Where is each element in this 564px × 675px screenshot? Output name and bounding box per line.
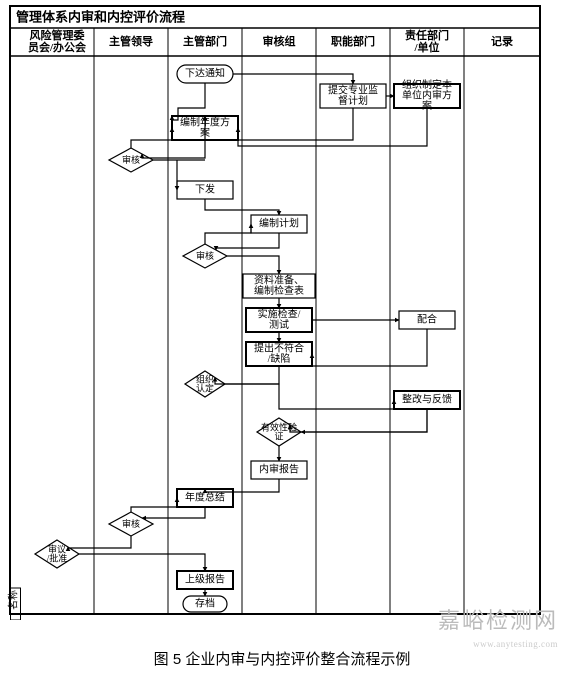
figure-caption: 图 5 企业内审与内控评价整合流程示例 <box>0 648 564 669</box>
node-n_up: 上级报告 <box>177 571 233 589</box>
edge <box>233 74 353 84</box>
edge <box>172 83 205 120</box>
node-n_start: 下达通知 <box>177 65 233 83</box>
node-d_appr: 审议/批准 <box>35 540 79 568</box>
svg-text:提交专业监: 提交专业监 <box>328 83 378 96</box>
svg-text:下达通知: 下达通知 <box>185 67 225 80</box>
node-d_a3: 审核 <box>109 512 153 536</box>
svg-text:审核: 审核 <box>196 250 214 261</box>
node-d_a1: 审核 <box>109 148 153 172</box>
svg-text:测试: 测试 <box>269 318 289 331</box>
svg-text:审核: 审核 <box>122 518 140 529</box>
node-n_end: 存档 <box>183 596 227 612</box>
svg-text:实施检查/: 实施检查/ <box>258 307 301 320</box>
edge <box>131 128 172 148</box>
svg-text:审核: 审核 <box>122 154 140 165</box>
svg-text:督计划: 督计划 <box>338 94 368 107</box>
edge <box>68 536 131 548</box>
edge <box>142 507 205 518</box>
svg-text:证: 证 <box>274 432 283 442</box>
svg-text:内审报告: 内审报告 <box>259 463 299 476</box>
svg-text:编制检查表: 编制检查表 <box>254 284 304 297</box>
svg-text:提出不符合: 提出不符合 <box>254 341 304 354</box>
svg-text:审议: 审议 <box>48 543 66 554</box>
svg-text:有效性验: 有效性验 <box>261 421 297 432</box>
edge <box>205 224 251 244</box>
node-n_prep: 资料准备、编制检查表 <box>243 273 315 298</box>
node-n_fix: 整改与反馈 <box>394 391 460 409</box>
flowchart-svg: 管理体系内审和内控评价流程风险管理委员会/办公会 主管领导 主管部门 审核组 职能部门 责… <box>0 0 550 620</box>
svg-text:员会/办公会: 员会/办公会 <box>28 40 87 54</box>
edge <box>215 366 279 384</box>
svg-text:职能部门: 职能部门 <box>331 34 375 48</box>
svg-text:组织制定本: 组织制定本 <box>402 78 452 91</box>
svg-text:风险管理委: 风险管理委 <box>30 28 86 42</box>
node-n_sub: 提交专业监督计划 <box>320 83 386 108</box>
edge <box>79 554 205 571</box>
svg-text:编制计划: 编制计划 <box>259 217 299 230</box>
svg-text:主管部门: 主管部门 <box>183 34 227 48</box>
svg-text:资料准备、: 资料准备、 <box>254 273 304 286</box>
svg-text:组织: 组织 <box>196 373 214 384</box>
node-n_issue: 下发 <box>177 181 233 199</box>
svg-text:主管领导: 主管领导 <box>109 34 153 48</box>
svg-text:存档: 存档 <box>195 597 215 610</box>
svg-text:管理体系内审和内控评价流程: 管理体系内审和内控评价流程 <box>16 10 185 25</box>
svg-text:认定: 认定 <box>196 383 214 394</box>
svg-text:/缺陷: /缺陷 <box>268 352 291 365</box>
edge <box>312 329 427 366</box>
svg-text:名称: 名称 <box>7 590 20 610</box>
figure-container: 管理体系内审和内控评价流程风险管理委员会/办公会 主管领导 主管部门 审核组 职能部门 责… <box>0 0 564 675</box>
node-n_unit: 组织制定本单位内审方案 <box>394 78 460 112</box>
svg-text:整改与反馈: 整改与反馈 <box>402 393 452 406</box>
svg-text:责任部门: 责任部门 <box>405 28 449 42</box>
edge <box>225 384 394 409</box>
edge <box>227 256 279 274</box>
edge <box>216 233 279 250</box>
node-n_make: 编制计划 <box>251 215 307 233</box>
svg-text:记录: 记录 <box>491 35 513 48</box>
node-n_test: 实施检查/测试 <box>246 307 312 332</box>
edge <box>131 498 177 512</box>
svg-text:/批准: /批准 <box>47 553 68 564</box>
edge <box>301 409 427 432</box>
svg-text:单位内审方: 单位内审方 <box>402 89 452 102</box>
svg-text:下发: 下发 <box>195 183 215 196</box>
svg-text:上级报告: 上级报告 <box>185 573 225 586</box>
edge <box>142 140 205 158</box>
svg-text:配合: 配合 <box>417 313 437 326</box>
edge <box>290 409 427 432</box>
node-n_coop: 配合 <box>399 311 455 329</box>
svg-text:/单位: /单位 <box>413 40 439 54</box>
node-n_defect: 提出不符合/缺陷 <box>246 341 312 366</box>
svg-text:审核组: 审核组 <box>263 34 296 48</box>
node-n_rep: 内审报告 <box>251 461 307 479</box>
